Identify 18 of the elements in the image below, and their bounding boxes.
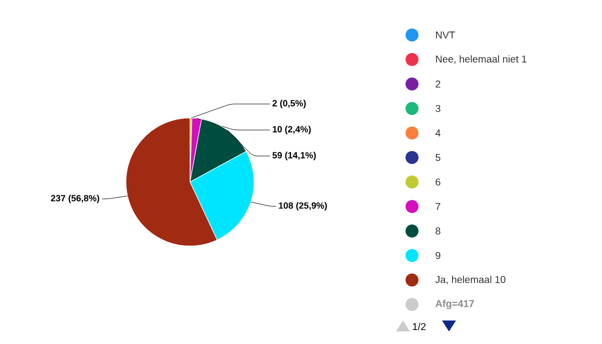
legend-label: 5 [436,154,440,161]
data-label: 10 (2,4%) [272,126,311,134]
legend-label: 7 [436,203,440,210]
text: Afg=417 [435,300,474,310]
legend-label: Nee, helemaal niet 1 [436,55,526,64]
legend-label: 3 [436,104,440,112]
data-label: 2 (0,5%) [272,100,306,108]
legend-label: 6 [436,178,440,186]
data-label: 108 (25,9%) [278,202,327,211]
legend-label: Ja, helemaal 10 [435,276,506,284]
data-label: 237 (56,8%) [50,194,100,204]
text: 1/2 [412,322,426,330]
legend-label: 8 [436,227,440,235]
data-label: 59 (14,1%) [272,152,316,160]
legend-label: NVT [436,32,455,38]
legend-label: 4 [435,130,440,136]
legend-label: 2 [436,80,440,88]
legend-label: 9 [436,252,440,260]
